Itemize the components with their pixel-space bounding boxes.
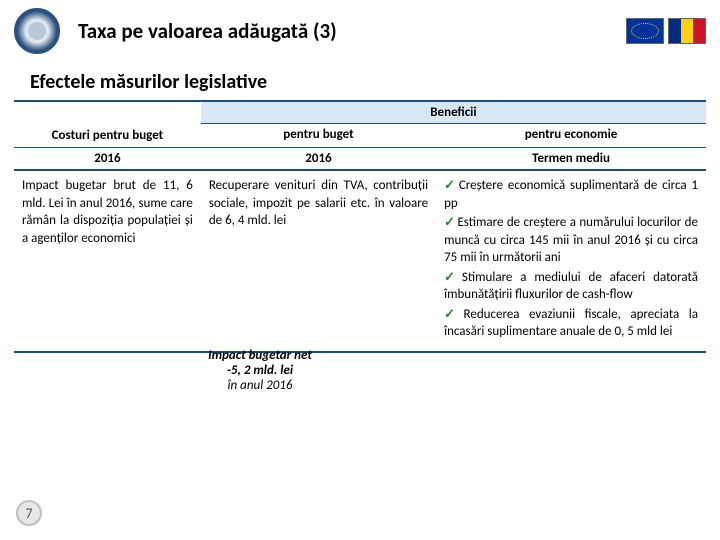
body-economie: ✓Creștere economică suplimentară de circ… — [436, 171, 706, 353]
check-icon: ✓ — [444, 178, 457, 193]
econ-item: ✓Stimulare a mediului de afaceri datorat… — [444, 269, 698, 304]
year-col1: 2016 — [14, 148, 201, 171]
body-buget: Recuperare venituri din TVA, contribuții… — [201, 171, 436, 353]
econ-item: ✓Estimare de creștere a numărului locuri… — [444, 214, 698, 267]
impact-net-year: în anul 2016 — [135, 378, 385, 393]
flags — [626, 18, 706, 44]
body-costuri: Impact bugetar brut de 11, 6 mld. Lei în… — [14, 171, 201, 353]
termen-header: Termen mediu — [436, 148, 706, 171]
check-icon: ✓ — [444, 215, 455, 230]
econ-item: ✓Creștere economică suplimentară de circ… — [444, 177, 698, 212]
year-col2: 2016 — [201, 148, 436, 171]
slide-title: Taxa pe valoarea adăugată (3) — [78, 18, 337, 44]
romania-flag-icon — [668, 18, 706, 44]
eu-flag-icon — [626, 18, 664, 44]
econ-item: ✓Reducerea evaziunii fiscale, apreciata … — [444, 306, 698, 341]
page-number: 7 — [16, 500, 42, 526]
check-icon: ✓ — [444, 270, 460, 285]
check-icon: ✓ — [444, 307, 461, 322]
slide-subtitle: Efectele măsurilor legislative — [30, 70, 720, 94]
impact-net-box: Impact bugetar net -5, 2 mld. lei în anu… — [135, 348, 385, 393]
beneficii-header: Beneficii — [201, 100, 706, 124]
impact-net-value: -5, 2 mld. lei — [135, 363, 385, 378]
slide-header: Taxa pe valoarea adăugată (3) — [0, 0, 720, 58]
ministry-seal-icon — [14, 8, 60, 54]
pentru-economie-header: pentru economie — [436, 124, 706, 148]
effects-table: Beneficii Costuri pentru buget pentru bu… — [14, 100, 706, 353]
pentru-buget-header: pentru buget — [201, 124, 436, 148]
costuri-header: Costuri pentru buget — [14, 124, 201, 148]
impact-net-title: Impact bugetar net — [135, 348, 385, 363]
